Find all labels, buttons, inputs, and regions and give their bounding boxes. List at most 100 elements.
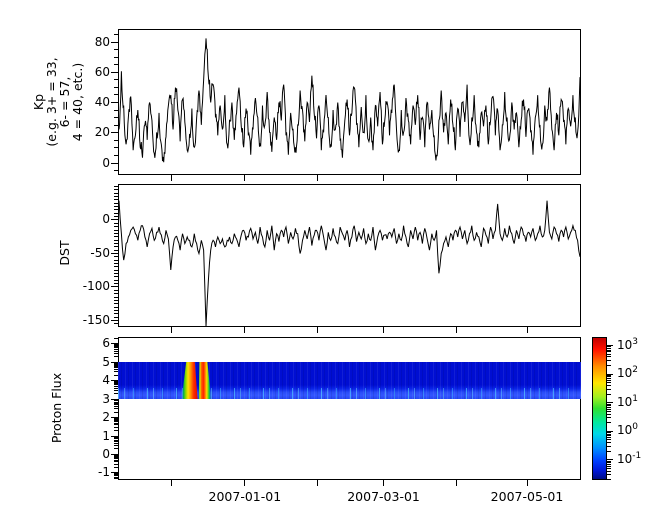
proton-spectrogram-band (118, 362, 581, 399)
colorbar-minor-tick (607, 382, 611, 384)
y-tick (111, 398, 118, 400)
y-minor-tick (114, 436, 118, 438)
dst-panel (118, 184, 581, 327)
y-minor-tick (114, 389, 118, 391)
y-minor-tick (114, 147, 118, 149)
y-minor-tick (114, 269, 118, 271)
y-minor-tick (114, 337, 118, 339)
colorbar-minor-tick (607, 378, 611, 380)
colorbar-minor-tick (607, 410, 611, 412)
y-minor-tick (114, 283, 118, 285)
y-tick-label: 2 (102, 410, 110, 425)
y-minor-tick (114, 362, 118, 364)
y-minor-tick (114, 461, 118, 463)
y-minor-tick (114, 209, 118, 211)
x-date-label: 2007-01-01 (208, 489, 282, 504)
y-minor-tick (114, 350, 118, 352)
colorbar-minor-tick (607, 445, 611, 447)
y-minor-tick (114, 401, 118, 403)
colorbar-minor-tick (607, 388, 611, 390)
y-minor-tick (114, 242, 118, 244)
colorbar-minor-tick (607, 356, 611, 358)
colorbar-minor-tick (607, 406, 611, 408)
colorbar-minor-tick (607, 442, 611, 444)
x-tick (383, 327, 385, 333)
kp-line (119, 38, 580, 163)
y-minor-tick (114, 345, 118, 347)
colorbar-tick (607, 430, 613, 432)
kp-series-plot (119, 38, 580, 163)
colorbar-minor-tick (607, 360, 611, 362)
x-date-label: 2007-05-01 (490, 489, 564, 504)
colorbar (592, 337, 607, 480)
y-minor-tick (114, 387, 118, 389)
y-minor-tick (114, 364, 118, 366)
colorbar-tick (607, 373, 613, 375)
y-minor-tick (114, 170, 118, 172)
colorbar-minor-tick (607, 432, 611, 434)
y-minor-tick (114, 344, 118, 346)
y-tick (111, 102, 118, 104)
y-minor-tick (114, 206, 118, 208)
y-minor-tick (114, 439, 118, 441)
y-minor-tick (114, 466, 118, 468)
colorbar-minor-tick (607, 405, 611, 407)
y-minor-tick (114, 369, 118, 371)
x-tick (455, 327, 457, 333)
y-minor-tick (114, 430, 118, 432)
y-minor-tick (114, 263, 118, 265)
colorbar-minor-tick (607, 349, 611, 351)
y-minor-tick (114, 454, 118, 456)
y-minor-tick (114, 474, 118, 476)
colorbar-tick (607, 402, 613, 404)
y-minor-tick (114, 478, 118, 480)
y-tick-label: 4 (102, 373, 110, 388)
x-tick (244, 480, 246, 486)
y-minor-tick (114, 124, 118, 126)
kp-panel (118, 29, 581, 175)
y-tick (111, 380, 118, 382)
y-minor-tick (114, 109, 118, 111)
colorbar-minor-tick (607, 470, 611, 472)
y-tick (111, 132, 118, 134)
y-minor-tick (114, 239, 118, 241)
colorbar-minor-tick (607, 435, 611, 437)
y-minor-tick (114, 424, 118, 426)
y-minor-tick (114, 323, 118, 325)
y-minor-tick (114, 442, 118, 444)
colorbar-minor-tick (607, 465, 611, 467)
y-minor-tick (114, 421, 118, 423)
y-minor-tick (114, 459, 118, 461)
y-minor-tick (114, 229, 118, 231)
colorbar-minor-tick (607, 439, 611, 441)
y-tick (111, 252, 118, 254)
y-minor-tick (114, 256, 118, 258)
y-minor-tick (114, 382, 118, 384)
y-minor-tick (114, 445, 118, 447)
y-tick (111, 472, 118, 474)
dst-line (119, 200, 580, 326)
y-minor-tick (114, 363, 118, 365)
colorbar-minor-tick (607, 380, 611, 382)
y-tick (111, 454, 118, 456)
y-tick-label: 0 (102, 212, 110, 227)
y-minor-tick (114, 393, 118, 395)
y-minor-tick (114, 189, 118, 191)
colorbar-minor-tick (607, 408, 611, 410)
x-tick (526, 327, 528, 333)
colorbar-minor-tick (607, 385, 611, 387)
colorbar-minor-tick (607, 463, 611, 465)
x-tick (526, 175, 528, 181)
x-tick (244, 327, 246, 333)
y-minor-tick (114, 419, 118, 421)
y-minor-tick (114, 367, 118, 369)
y-minor-tick (114, 347, 118, 349)
y-minor-tick (114, 273, 118, 275)
colorbar-tick (607, 345, 613, 347)
colorbar-minor-tick (607, 351, 611, 353)
x-tick (383, 480, 385, 486)
y-tick-label: 0 (102, 447, 110, 462)
y-minor-tick (114, 417, 118, 419)
y-tick-label: 20 (94, 125, 110, 140)
